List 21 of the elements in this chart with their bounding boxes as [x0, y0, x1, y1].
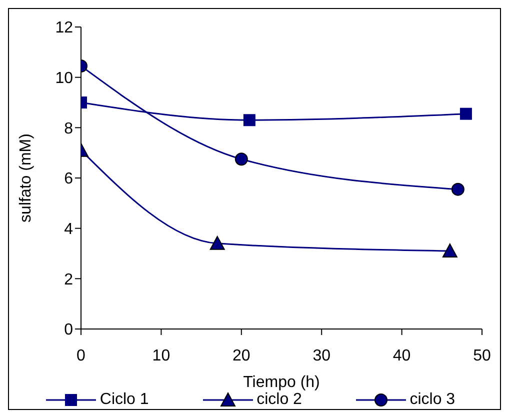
y-tick-label: 2 [64, 271, 74, 288]
y-tick-label: 10 [55, 70, 74, 88]
x-axis-title: Tiempo (h) [243, 374, 320, 391]
point [442, 243, 458, 258]
y-tick-label: 8 [64, 120, 74, 138]
y-tick-label: 12 [55, 20, 74, 37]
x-tick-label: 50 [473, 347, 491, 364]
x-tick-label: 10 [152, 347, 170, 364]
x-tick-label: 20 [232, 347, 250, 364]
y-axis-title: sulfato (mM) [18, 134, 35, 222]
legend-label: ciclo 2 [256, 391, 302, 409]
x-tick-label: 40 [392, 347, 411, 364]
y-tick-label: 4 [64, 221, 74, 238]
x-tick-label: 30 [312, 347, 331, 364]
point [460, 108, 472, 120]
x-tick-label: 0 [76, 347, 86, 364]
point [451, 182, 464, 196]
y-tick-label: 0 [64, 322, 74, 339]
y-tick-label: 6 [64, 170, 74, 188]
legend-label: Ciclo 1 [100, 391, 149, 409]
legend-label: ciclo 3 [410, 391, 456, 409]
